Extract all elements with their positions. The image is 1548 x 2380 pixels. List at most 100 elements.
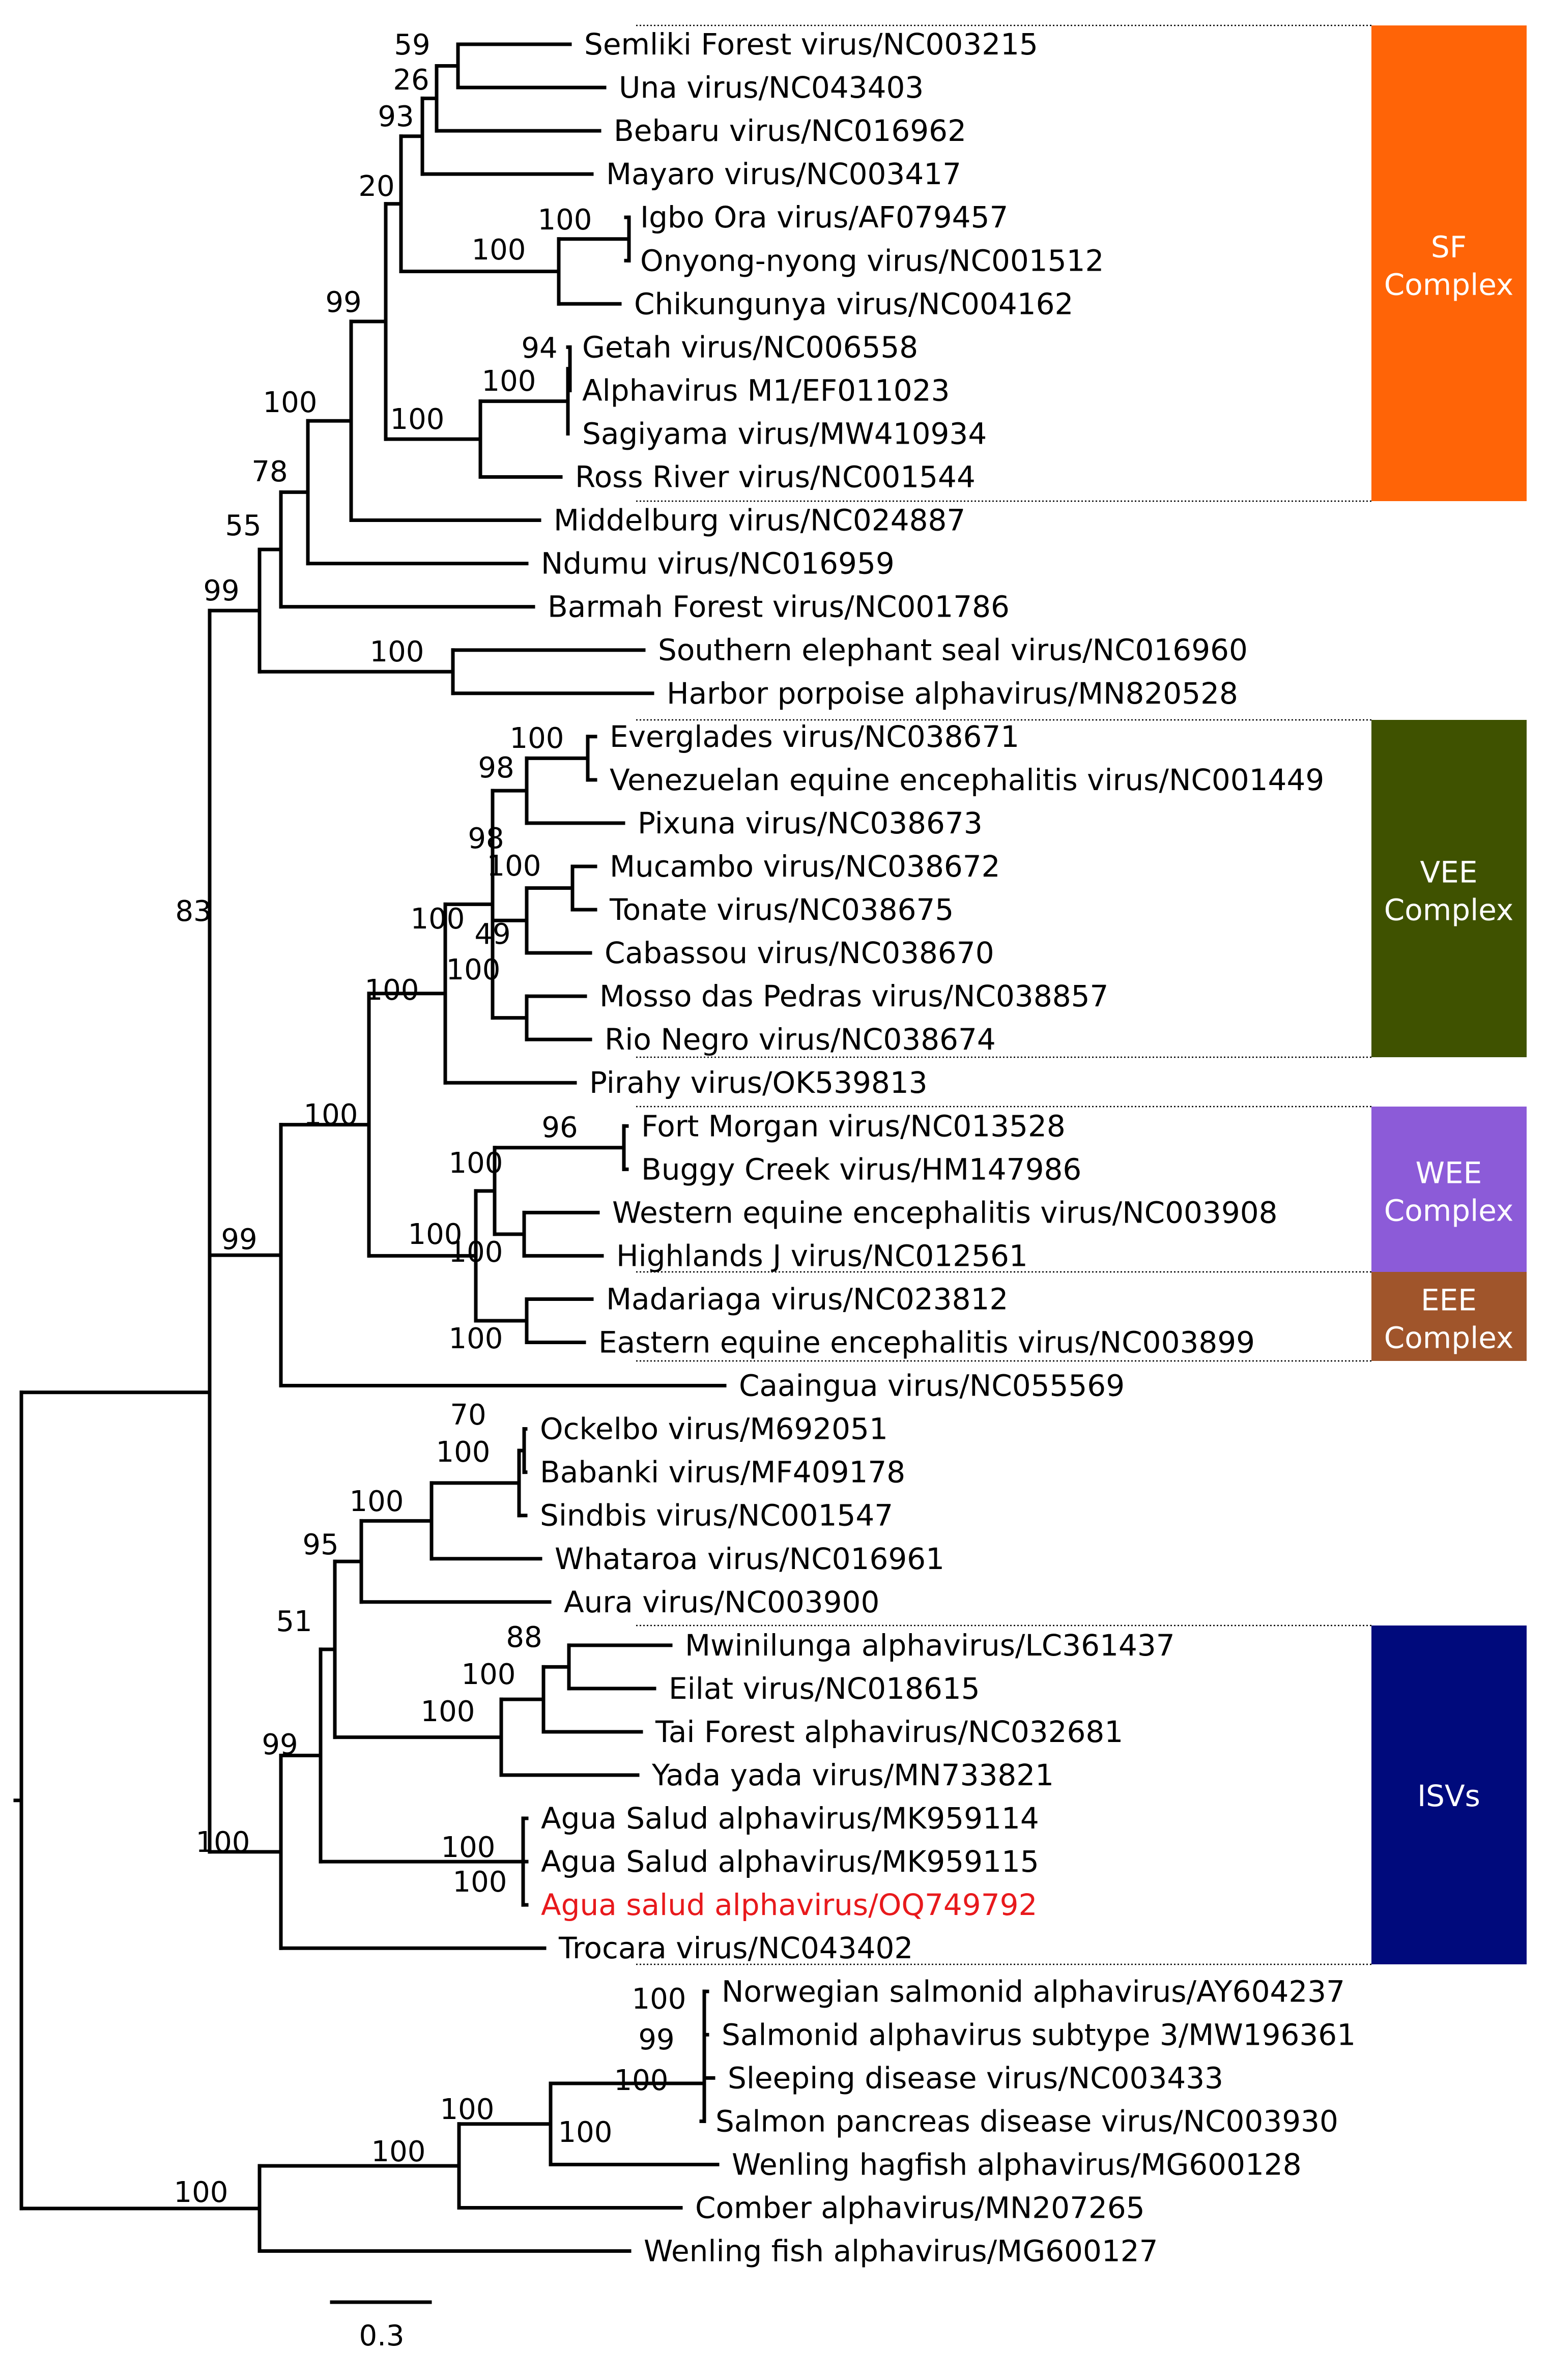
tip-label: Agua salud alphavirus/OQ749792 [541,1888,1037,1922]
support-value: 100 [174,2176,228,2209]
support-value: 94 [521,332,557,365]
tip-label: Comber alphavirus/MN207265 [695,2191,1145,2225]
support-value: 100 [436,1436,491,1469]
clade-label-line1: VEE [1420,855,1478,890]
support-value: 100 [196,1826,250,1859]
tip-label: Venezuelan equine encephalitis virus/NC0… [610,763,1324,797]
support-value: 26 [393,64,429,97]
tip-label: Tai Forest alphavirus/NC032681 [655,1715,1123,1749]
tip-label: Alphavirus M1/EF011023 [582,373,950,408]
support-value: 100 [449,1322,503,1355]
tip-labels: Semliki Forest virus/NC003215 Una virus/N… [540,27,1356,2269]
support-value: 83 [175,895,211,928]
tip-label: Middelburg virus/NC024887 [554,503,965,538]
support-value: 55 [225,509,261,542]
tip-label: Eastern equine encephalitis virus/NC0038… [598,1325,1255,1360]
tip-label: Aura virus/NC003900 [564,1585,879,1619]
clade-guide-lines [636,24,1371,1965]
support-value: 100 [538,204,592,237]
clade-label-line1: WEE [1416,1156,1482,1191]
support-value: 98 [468,822,504,855]
tip-label: Babanki virus/MF409178 [540,1455,905,1490]
tip-label: Buggy Creek virus/HM147986 [641,1152,1081,1186]
tip-label: Bebaru virus/NC016962 [614,113,966,148]
tip-label: Mucambo virus/NC038672 [610,849,1000,884]
support-value: 100 [487,850,541,883]
support-value: 70 [450,1399,486,1432]
support-value: 99 [203,574,239,607]
support-value: 100 [614,2064,669,2097]
tip-label: Pixuna virus/NC038673 [638,806,983,840]
tip-label: Sleeping disease virus/NC003433 [728,2060,1223,2095]
support-value: 100 [449,1236,503,1269]
clade-label-line1: SF [1431,230,1467,265]
tip-label: Chikungunya virus/NC004162 [634,286,1073,321]
tip-label: Yada yada virus/MN733821 [651,1758,1054,1792]
support-values: 5926932010010094100100991007855991001009… [174,28,686,2209]
support-value: 51 [276,1605,312,1638]
support-value: 99 [221,1223,257,1256]
tip-label: Southern elephant seal virus/NC016960 [658,633,1248,667]
clade-label-line1: EEE [1421,1283,1477,1318]
support-value: 100 [421,1695,475,1728]
support-value: 96 [541,1111,578,1144]
support-value: 100 [390,403,445,436]
support-value: 99 [325,286,361,319]
support-value: 100 [558,2116,613,2149]
tip-label: Salmonid alphavirus subtype 3/MW196361 [722,2017,1356,2052]
clade-box-fill [1371,1107,1527,1272]
support-value: 49 [474,918,510,951]
tip-label: Sagiyama virus/MW410934 [582,416,987,451]
tip-label: Cabassou virus/NC038670 [605,936,994,970]
tip-label: Agua Salud alphavirus/MK959114 [541,1801,1039,1836]
support-value: 100 [350,1485,404,1518]
tip-label: Fort Morgan virus/NC013528 [641,1109,1066,1143]
tip-label: Onyong-nyong virus/NC001512 [640,243,1104,278]
support-value: 99 [638,2023,674,2056]
support-value: 93 [378,100,414,133]
support-value: 78 [251,455,288,488]
support-value: 100 [440,2093,495,2126]
tip-label: Rio Negro virus/NC038674 [605,1022,996,1057]
tree-branches [13,42,727,2253]
support-value: 98 [478,751,514,785]
tip-label: Wenling fish alphavirus/MG600127 [644,2234,1158,2269]
clade-label-line1: ISVs [1417,1779,1480,1813]
tip-label: Eilat virus/NC018615 [669,1671,980,1706]
support-value: 100 [304,1098,358,1131]
clade-label-line2: Complex [1384,1194,1513,1228]
tip-label: Salmon pancreas disease virus/NC003930 [715,2104,1338,2138]
clade-box: ISVs [1371,1626,1527,1964]
clade-box-fill [1371,1272,1527,1361]
tip-label: Madariaga virus/NC023812 [606,1282,1008,1316]
clade-box-fill [1371,720,1527,1057]
scale-bar: 0.3 [330,2300,432,2353]
support-value: 95 [302,1528,338,1561]
clade-label-line2: Complex [1384,1321,1513,1355]
support-value: 100 [370,635,424,669]
tip-label: Getah virus/NC006558 [582,330,918,364]
tip-label: Whataroa virus/NC016961 [555,1542,944,1576]
clade-label-line2: Complex [1384,893,1513,927]
scale-bar-label: 0.3 [359,2319,404,2353]
support-value: 100 [263,386,318,419]
tip-label: Caaingua virus/NC055569 [739,1369,1125,1403]
tip-label: Igbo Ora virus/AF079457 [640,200,1008,235]
tip-label: Tonate virus/NC038675 [609,892,954,927]
tip-label: Mayaro virus/NC003417 [606,157,961,191]
support-value: 100 [371,2135,426,2168]
clade-box-fill [1371,1626,1527,1964]
support-value: 100 [408,1218,463,1251]
support-value: 100 [462,1658,516,1691]
tip-label: Everglades virus/NC038671 [610,719,1019,754]
support-value: 59 [394,28,430,62]
tip-label: Ockelbo virus/M692051 [540,1412,888,1446]
tip-label: Harbor porpoise alphavirus/MN820528 [667,676,1238,711]
support-value: 100 [482,365,536,398]
tip-label: Mwinilunga alphavirus/LC361437 [685,1628,1175,1663]
